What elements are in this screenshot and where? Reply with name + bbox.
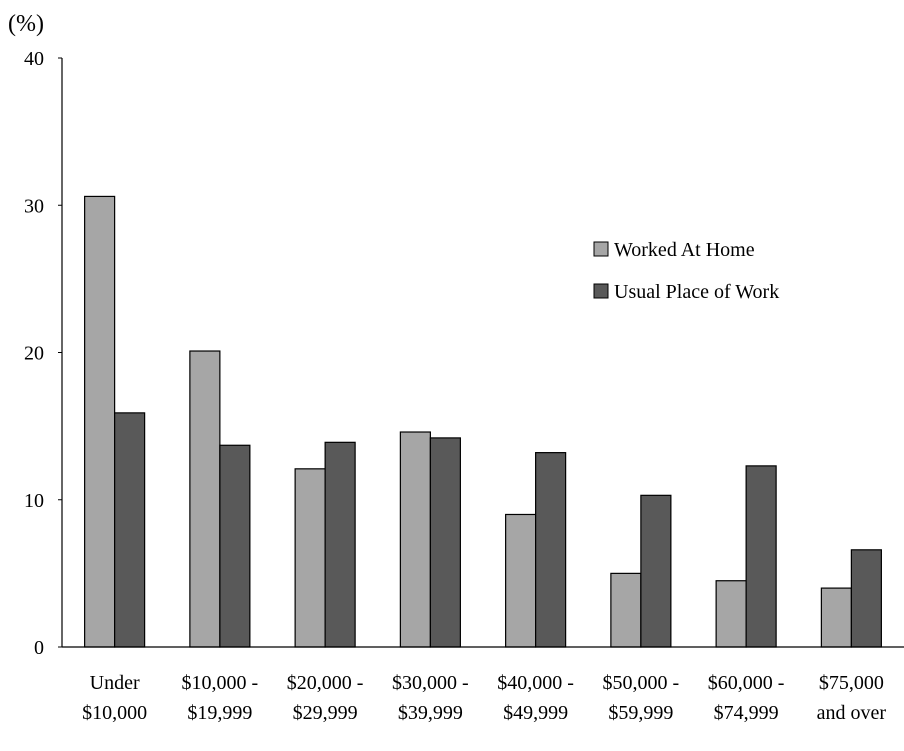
legend-label: Worked At Home (614, 239, 755, 261)
x-category-label: and over (817, 702, 887, 724)
x-category-label: $74,999 (714, 702, 779, 724)
legend-swatch (593, 241, 609, 257)
x-category-label: $20,000 - (287, 672, 364, 694)
x-category-label: $39,999 (398, 702, 463, 724)
x-axis-labels: Under $10,000 $10,000 - $19,999 $20,000 - $29… (82, 672, 886, 724)
bar-usual-place-of-work (324, 441, 356, 648)
x-category-label: $30,000 - (392, 672, 469, 694)
x-category-label: $60,000 - (708, 672, 785, 694)
bar-usual-place-of-work (850, 549, 882, 648)
x-category-label: $29,999 (293, 702, 358, 724)
x-category-label: Under (90, 672, 140, 694)
y-tick-label: 30 (24, 195, 44, 217)
bar-usual-place-of-work (640, 494, 672, 648)
bar-worked-at-home (505, 513, 537, 648)
legend: Worked At Home Usual Place of Work (593, 239, 779, 303)
x-category-label: $40,000 - (497, 672, 574, 694)
bar-usual-place-of-work (429, 437, 461, 648)
bar-worked-at-home (399, 431, 431, 648)
x-category-label: $75,000 (819, 672, 884, 694)
bars (84, 195, 882, 648)
legend-label: Usual Place of Work (614, 281, 779, 303)
bar-worked-at-home (715, 580, 747, 648)
y-tick-label: 0 (34, 637, 44, 659)
y-tick-label: 10 (24, 490, 44, 512)
y-tick-label: 40 (24, 48, 44, 70)
bar-worked-at-home (189, 350, 221, 648)
x-category-label: $59,999 (608, 702, 673, 724)
bar-worked-at-home (820, 587, 852, 648)
bar-usual-place-of-work (114, 412, 146, 648)
x-category-label: $49,999 (503, 702, 568, 724)
x-category-label: $10,000 - (182, 672, 259, 694)
bar-usual-place-of-work (745, 465, 777, 648)
y-unit-label: (%) (8, 11, 44, 37)
x-category-label: $50,000 - (603, 672, 680, 694)
bar-worked-at-home (84, 195, 116, 648)
x-category-label: $10,000 (82, 702, 147, 724)
x-category-label: $19,999 (187, 702, 252, 724)
y-axis-ticks: 0 10 20 30 40 (24, 48, 62, 659)
legend-swatch (593, 283, 609, 299)
y-tick-label: 20 (24, 343, 44, 365)
bar-usual-place-of-work (219, 444, 251, 648)
bar-usual-place-of-work (535, 452, 567, 648)
bar-worked-at-home (610, 572, 642, 648)
bar-worked-at-home (294, 468, 326, 648)
